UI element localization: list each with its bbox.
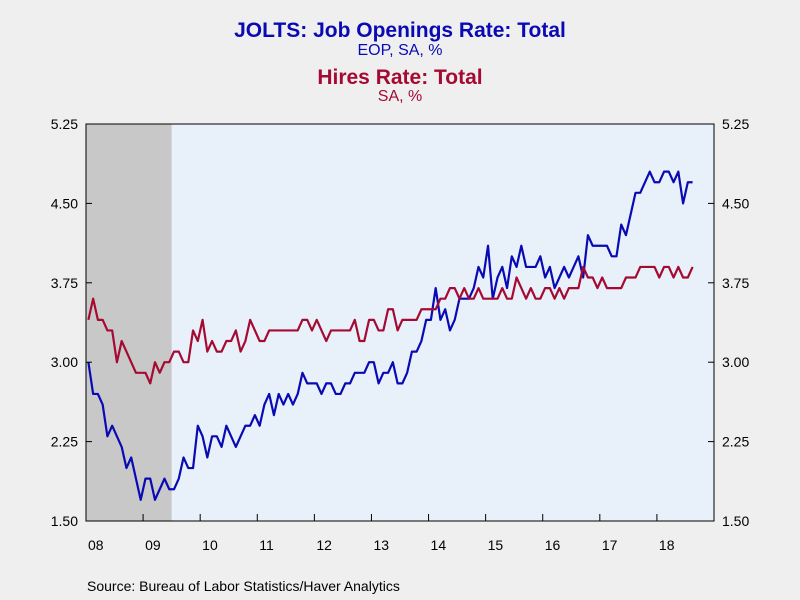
x-tick-label: 16 — [545, 537, 561, 553]
x-tick-label: 09 — [145, 537, 161, 553]
y-tick-label-left: 2.25 — [51, 434, 78, 450]
x-tick-label: 08 — [88, 537, 104, 553]
x-tick-label: 18 — [659, 537, 675, 553]
x-tick-label: 15 — [488, 537, 504, 553]
y-tick-label-left: 1.50 — [51, 513, 78, 529]
y-tick-label-left: 5.25 — [51, 116, 78, 132]
job_openings-line — [87, 170, 693, 501]
chart-subtitle-job-openings: EOP, SA, % — [357, 42, 443, 59]
chart-subtitle-hires: SA, % — [377, 88, 423, 105]
hires-line — [87, 265, 694, 385]
y-tick-label-right: 4.50 — [722, 195, 749, 211]
y-tick-label-right: 1.50 — [722, 513, 749, 529]
x-tick-label: 11 — [259, 537, 274, 553]
x-tick-label: 12 — [316, 537, 332, 553]
x-tick-label: 13 — [373, 537, 389, 553]
x-tick-label: 10 — [202, 537, 218, 553]
chart-title-job-openings: JOLTS: Job Openings Rate: Total — [234, 19, 566, 42]
plot-border — [85, 123, 715, 522]
y-tick-label-left: 4.50 — [51, 195, 78, 211]
source-note: Source: Bureau of Labor Statistics/Haver… — [87, 578, 400, 594]
y-tick-label-right: 2.25 — [722, 434, 749, 450]
y-tick-label-left: 3.75 — [51, 275, 78, 291]
y-tick-label-right: 5.25 — [722, 116, 749, 132]
y-tick-label-right: 3.75 — [722, 275, 749, 291]
y-tick-label-right: 3.00 — [722, 354, 749, 370]
x-tick-label: 14 — [431, 537, 447, 553]
recession-shading — [86, 124, 172, 521]
x-tick-label: 17 — [602, 537, 618, 553]
y-tick-label-left: 3.00 — [51, 354, 78, 370]
chart-title-hires: Hires Rate: Total — [317, 66, 483, 89]
